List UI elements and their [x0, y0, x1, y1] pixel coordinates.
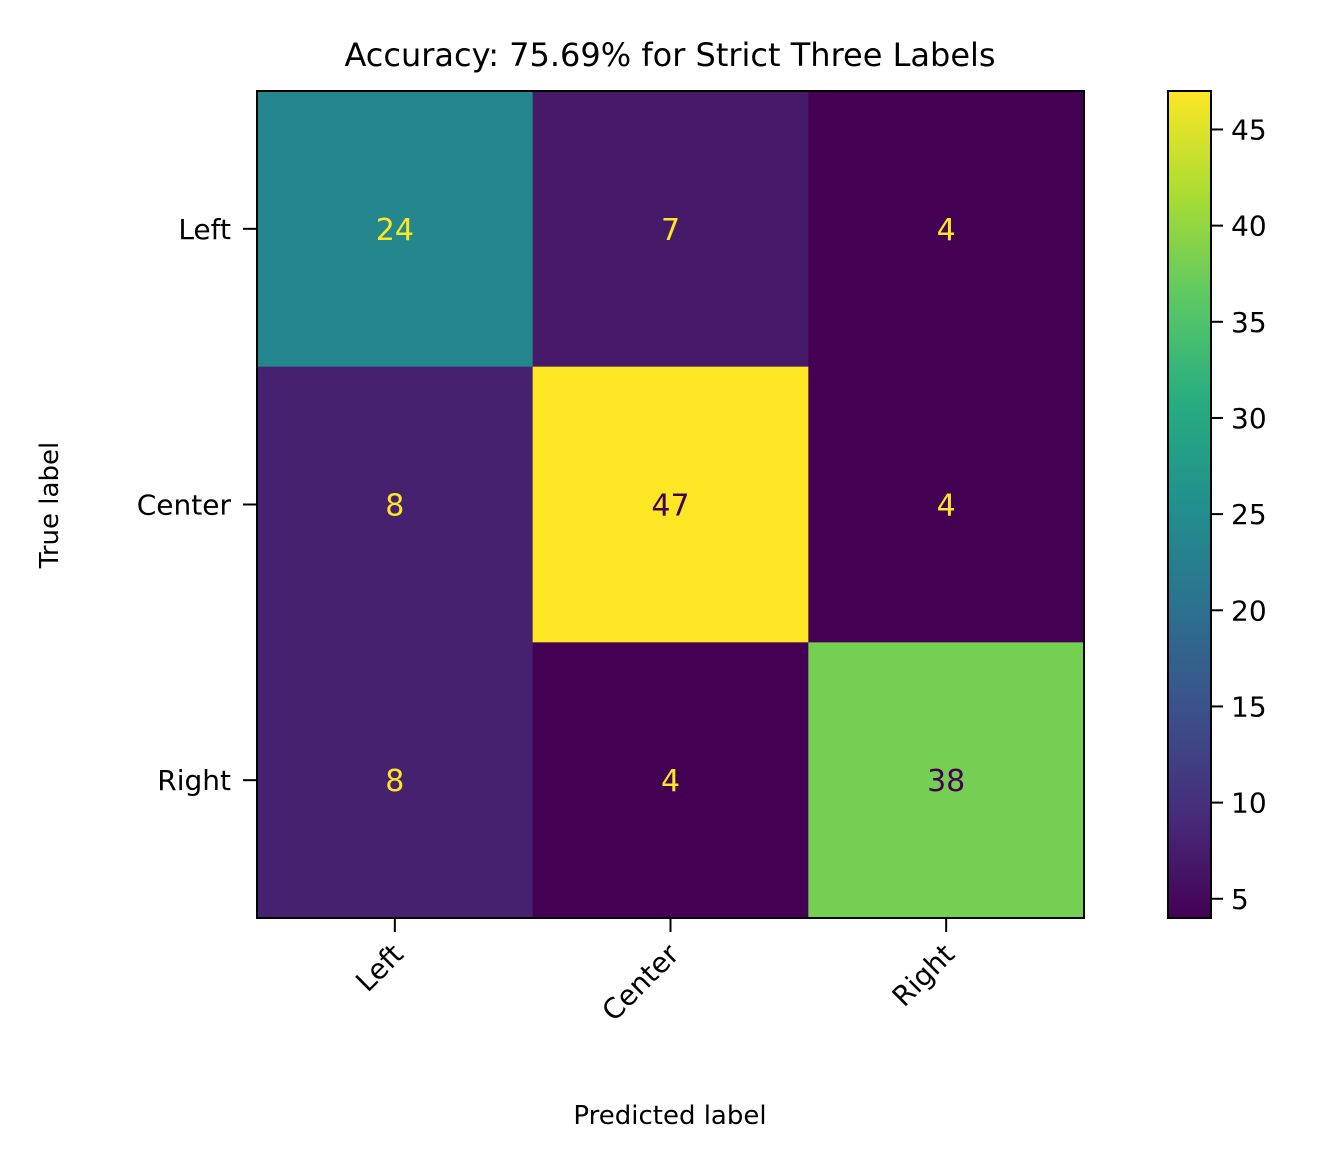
colorbar-tick-label: 45	[1231, 113, 1267, 146]
x-tick-label: Left	[349, 938, 410, 999]
cell-value-label: 4	[661, 764, 680, 799]
y-tick-label: Right	[157, 764, 231, 797]
colorbar-tick-label: 10	[1231, 787, 1267, 820]
colorbar-gradient	[1168, 91, 1211, 918]
heatmap-cell	[532, 91, 809, 368]
x-axis-label: Predicted label	[573, 1101, 766, 1131]
colorbar-tick-label: 30	[1231, 402, 1267, 435]
y-tick-label: Left	[178, 213, 231, 246]
heatmap-cell	[257, 642, 534, 919]
colorbar-tick-label: 5	[1231, 883, 1249, 916]
x-tick-label: Center	[595, 937, 685, 1027]
cell-value-label: 24	[376, 213, 414, 248]
x-axis-ticks: Left Center Right	[349, 918, 961, 1028]
colorbar-tick-label: 35	[1231, 306, 1267, 339]
cell-value-label: 7	[661, 213, 680, 248]
heatmap-cell	[532, 366, 809, 643]
y-tick-label: Center	[137, 489, 232, 522]
cell-value-label: 8	[385, 489, 404, 524]
colorbar-tick-label: 25	[1231, 498, 1267, 531]
y-axis-ticks: Left Center Right	[137, 213, 257, 797]
cell-value-label: 4	[937, 489, 956, 524]
heatmap-cells: 24 7 4 8 47 4 8 4 38	[257, 91, 1085, 919]
x-tick-label: Right	[886, 938, 961, 1013]
colorbar-tick-label: 40	[1231, 210, 1267, 243]
chart-title: Accuracy: 75.69% for Strict Three Labels	[344, 36, 995, 74]
heatmap-cell	[257, 91, 534, 368]
heatmap-cell	[257, 366, 534, 643]
colorbar-ticks: 5 10 15 20 25 30 35 40 45	[1211, 113, 1267, 916]
colorbar-frame	[1167, 90, 1212, 919]
cell-value-label: 47	[651, 489, 689, 524]
colorbar-tick-label: 15	[1231, 690, 1267, 723]
colorbar: 5 10 15 20 25 30 35 40 45	[1167, 90, 1267, 919]
colorbar-tick-label: 20	[1231, 594, 1267, 627]
cell-value-label: 4	[937, 213, 956, 248]
heatmap-cell	[808, 366, 1085, 643]
heatmap-cell	[532, 642, 809, 919]
heatmap-cell	[808, 642, 1085, 919]
cell-value-label: 8	[385, 764, 404, 799]
y-axis-label: True label	[35, 442, 65, 569]
cell-value-label: 38	[927, 764, 965, 799]
heatmap-cell	[808, 91, 1085, 368]
